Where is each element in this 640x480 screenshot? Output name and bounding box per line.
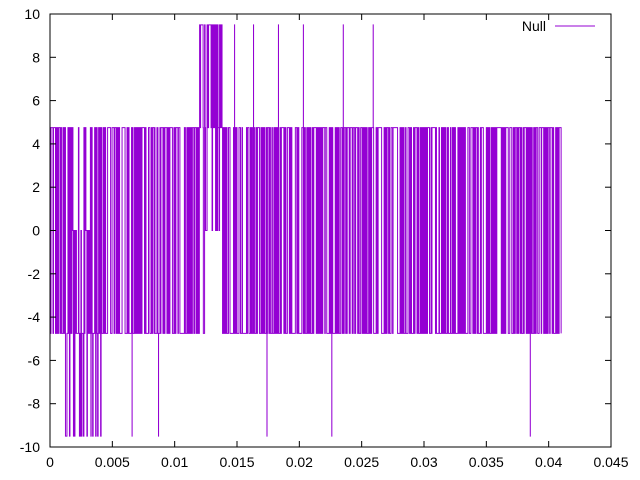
x-tick-label: 0.03 [410, 454, 437, 470]
x-tick-label: 0.01 [161, 454, 188, 470]
y-axis: -10 -8 -6 -4 -2 0 2 4 6 8 10 [20, 6, 611, 455]
y-tick-label: -4 [28, 309, 41, 325]
y-tick-label: -2 [28, 266, 41, 282]
y-tick-label: -6 [28, 352, 41, 368]
x-tick-label: 0.035 [469, 454, 504, 470]
x-tick-label: 0.02 [286, 454, 313, 470]
series-layer [50, 24, 562, 437]
x-tick-label: 0 [46, 454, 54, 470]
x-tick-label: 0.005 [95, 454, 130, 470]
legend-label: Null [522, 18, 546, 34]
y-tick-label: 10 [24, 6, 40, 22]
legend: Null [522, 18, 595, 34]
y-tick-label: -8 [28, 396, 41, 412]
series-line [50, 24, 562, 437]
x-tick-label: 0.025 [344, 454, 379, 470]
y-tick-label: 6 [32, 93, 40, 109]
x-tick-label: 0.015 [219, 454, 254, 470]
y-tick-label: 4 [32, 136, 40, 152]
x-axis: 0 0.005 0.01 0.015 0.02 0.025 0.03 0.035 0.04 0.0… [46, 14, 629, 470]
x-tick-label: 0.045 [593, 454, 628, 470]
y-tick-label: -10 [20, 439, 40, 455]
y-tick-label: 0 [32, 223, 40, 239]
y-tick-label: 8 [32, 49, 40, 65]
x-tick-label: 0.04 [535, 454, 562, 470]
y-tick-label: 2 [32, 179, 40, 195]
